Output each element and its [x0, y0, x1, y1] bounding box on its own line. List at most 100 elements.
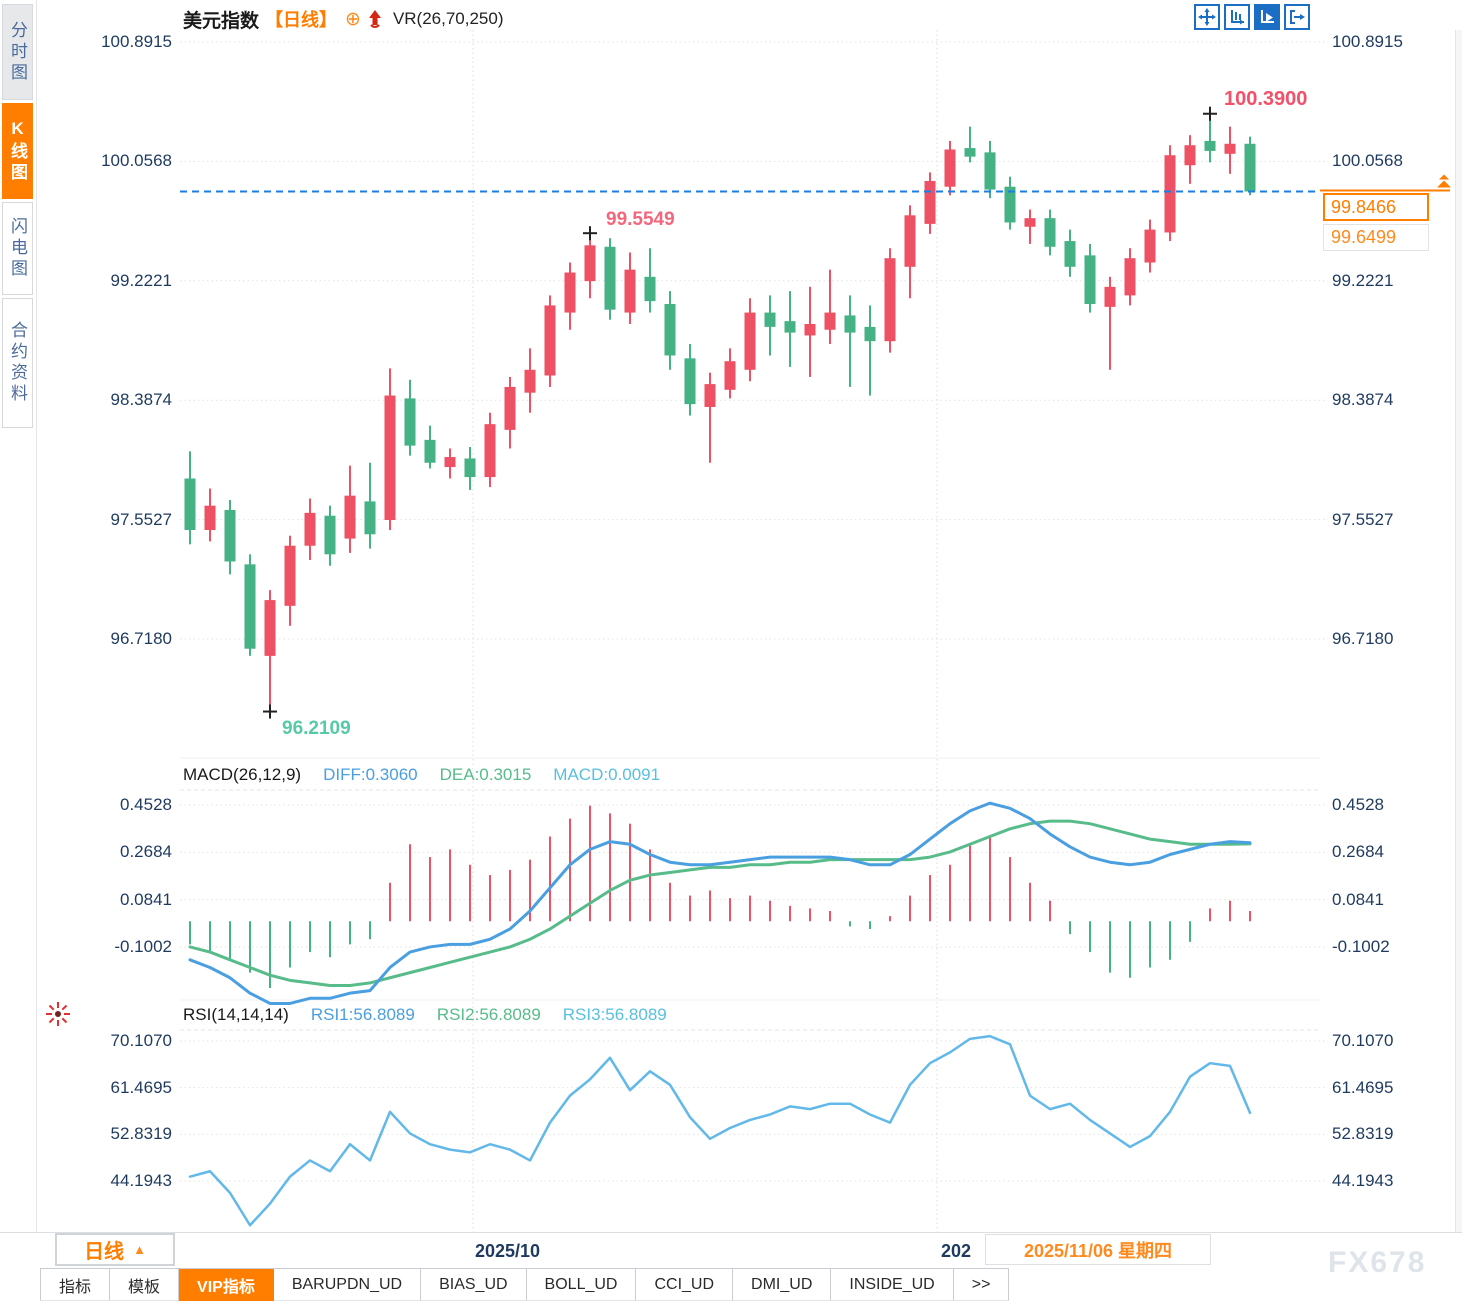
rsi-line [188, 1034, 1252, 1227]
y-axis-label-left: 61.4695 [110, 1077, 172, 1097]
y-axis-label-left: 52.8319 [110, 1124, 172, 1144]
y-axis-label-right: 0.4528 [1332, 795, 1384, 814]
candle-body [1244, 143, 1256, 192]
y-axis-label-right: 44.1943 [1332, 1171, 1394, 1190]
candle-body [1164, 155, 1176, 233]
month-label-truncated: 202 [941, 1241, 972, 1261]
candle-body [244, 564, 256, 649]
y-axis-label-right: 70.1070 [1332, 1031, 1394, 1050]
candle-body [644, 276, 656, 302]
candle-body [884, 258, 896, 342]
time-axis-bar [0, 1232, 1462, 1268]
candle-body [944, 149, 956, 187]
candle-body [1184, 145, 1196, 166]
y-axis-label-left: 96.7180 [110, 629, 172, 648]
bottom-tab-4[interactable]: BARUPDN_UD [273, 1269, 422, 1301]
bottom-tab-9[interactable]: INSIDE_UD [831, 1269, 954, 1301]
y-axis-label-right: 97.5527 [1332, 509, 1394, 529]
candle-body [664, 303, 676, 356]
candle-body [744, 312, 756, 370]
candle-body [284, 545, 296, 606]
y-axis-label-right: 52.8319 [1332, 1124, 1394, 1144]
sidebar-tab-1[interactable]: 分时图 [2, 4, 33, 100]
symbol-title: 美元指数 [183, 10, 260, 32]
axis-play-icon[interactable] [1254, 4, 1280, 30]
bottom-tab-2[interactable]: 模板 [110, 1269, 180, 1301]
indicator-tab-bar: 指标 模板 VIP指标 BARUPDN_UD BIAS_UD BOLL_UD CCI_UD D… [40, 1268, 1010, 1301]
candle-body [1204, 140, 1216, 151]
candle-body [584, 245, 596, 282]
candle-body [864, 326, 876, 342]
sidebar-tab-2[interactable]: K线图 [2, 103, 33, 199]
low-price-label: 96.2109 [282, 717, 351, 739]
bottom-tab-7[interactable]: CCI_UD [636, 1269, 734, 1301]
candle-body [524, 369, 536, 393]
y-axis-label-right: 0.0841 [1332, 889, 1384, 909]
candle-body [1044, 218, 1056, 247]
alert-sun-icon[interactable] [45, 1001, 71, 1032]
bottom-tab-10[interactable]: >> [953, 1269, 1010, 1301]
y-axis-label-left: 100.8915 [101, 32, 172, 51]
y-axis-label-right: 96.7180 [1332, 629, 1394, 648]
candle-body [1224, 143, 1236, 154]
candle-body [964, 148, 976, 157]
candle-body [404, 398, 416, 446]
y-axis-label-right: 98.3874 [1332, 390, 1394, 410]
candle-body [764, 312, 776, 327]
candle-body [424, 439, 436, 463]
axis-scale-icon[interactable] [1224, 4, 1250, 30]
bottom-tab-8[interactable]: DMI_UD [733, 1269, 832, 1301]
candle-body [1124, 258, 1136, 296]
right-scrollbar[interactable] [1455, 30, 1462, 1232]
period-tag[interactable]: 【日线】 [265, 10, 338, 30]
y-axis-label-left: 0.2684 [120, 842, 172, 862]
rsi-indicator-name: RSI(14,14,14) [183, 1005, 289, 1024]
bottom-tab-6[interactable]: BOLL_UD [526, 1269, 637, 1301]
exit-right-icon[interactable] [1284, 4, 1310, 30]
sidebar-tab-4[interactable]: 合约资料 [2, 298, 33, 428]
watermark: FX678 [1328, 1246, 1427, 1279]
macd-indicator-name: MACD(26,12,9) [183, 765, 302, 784]
diff-line [188, 801, 1252, 1005]
candle-body [704, 384, 716, 407]
candle-body [784, 321, 796, 333]
candle-body [924, 180, 936, 224]
candle-body [724, 361, 736, 390]
period-selector-button[interactable]: 日线 ▲ [55, 1233, 175, 1266]
bottom-tab-3[interactable]: VIP指标 [179, 1269, 274, 1301]
y-axis-label-left: 98.3874 [110, 390, 172, 410]
macd-diff-value: DIFF:0.3060 [323, 765, 418, 784]
peak-price-label: 99.5549 [606, 209, 675, 231]
bottom-tab-5[interactable]: BIAS_UD [421, 1269, 527, 1301]
bottom-tab-1[interactable]: 指标 [40, 1269, 111, 1301]
y-axis-label-right: -0.1002 [1332, 937, 1390, 956]
dea-line [188, 819, 1252, 987]
candle-body [304, 512, 316, 546]
triangle-up-icon: ▲ [133, 1242, 146, 1257]
rsi2-value: RSI2:56.8089 [436, 1005, 541, 1024]
prev-price-tag: 99.6499 [1323, 224, 1429, 251]
candle-body [684, 358, 696, 405]
candle-body [224, 509, 236, 562]
candle-body [604, 246, 616, 310]
candle-body [1064, 241, 1076, 267]
candle-body [564, 272, 576, 313]
price-up-marker-icon [1437, 180, 1451, 188]
macd-macd-value: MACD:0.0091 [553, 765, 661, 784]
candle-body [204, 505, 216, 530]
macd-dea-value: DEA:0.3015 [439, 765, 532, 784]
month-label-oct: 2025/10 [475, 1241, 541, 1261]
candle-body [444, 457, 456, 468]
candle-body [1084, 255, 1096, 304]
y-axis-label-right: 100.0568 [1332, 151, 1403, 171]
candle-body [1104, 286, 1116, 307]
rsi-header-row: RSI(14,14,14) RSI1:56.8089 RSI2:56.8089 … [183, 1005, 667, 1025]
candle-body [264, 600, 276, 656]
macd-header-row: MACD(26,12,9) DIFF:0.3060 DEA:0.3015 MAC… [183, 765, 660, 785]
crosshair-move-icon[interactable] [1194, 4, 1220, 30]
y-axis-label-right: 100.8915 [1332, 32, 1403, 51]
circle-plus-icon[interactable]: ⊕ [345, 8, 361, 30]
sidebar-tab-3[interactable]: 闪电图 [2, 202, 33, 295]
chart-toolbar [1194, 4, 1310, 30]
